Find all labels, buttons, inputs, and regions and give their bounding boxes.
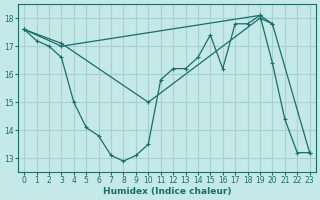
X-axis label: Humidex (Indice chaleur): Humidex (Indice chaleur) (103, 187, 231, 196)
